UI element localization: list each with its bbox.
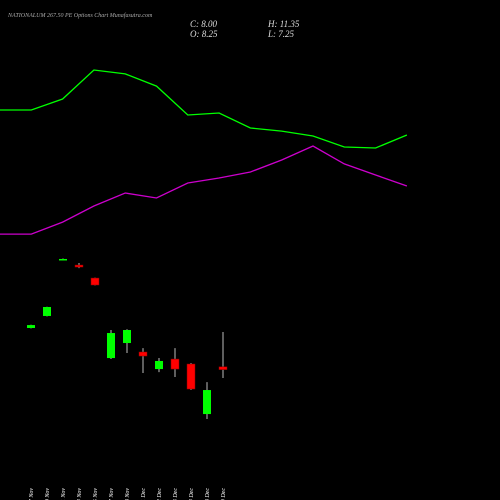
x-tick-label: 09 Dec — [221, 488, 227, 500]
candle-body — [203, 390, 211, 415]
x-tick-label: 03 Dec — [173, 488, 179, 500]
candle-body — [138, 351, 148, 357]
candle-body — [74, 264, 84, 268]
candle-body — [218, 366, 228, 370]
x-tick-label: 01 Dec — [141, 488, 147, 500]
indicator-line — [0, 69, 408, 149]
x-tick-label: 17 Nov — [29, 488, 35, 500]
x-tick-label: 08 Dec — [205, 488, 211, 500]
candle-body — [43, 307, 51, 316]
x-tick-label: 25 Nov — [93, 488, 99, 500]
candle-body — [107, 333, 115, 359]
x-tick-label: 02 Dec — [157, 488, 163, 500]
chart-title: NATIONALUM 267.50 PE Options Chart Munaf… — [7, 12, 153, 19]
open-label: O: 8.25 — [190, 29, 218, 39]
candle-body — [90, 277, 100, 286]
candle-body — [155, 360, 163, 370]
candle-body — [123, 330, 131, 344]
x-tick-label: 20 Nov — [45, 488, 51, 500]
indicator-line — [0, 145, 408, 235]
candle-body — [27, 325, 35, 328]
x-tick-label: 21 Nov — [61, 488, 67, 500]
x-tick-label: 24 Nov — [76, 488, 83, 500]
high-label: H: 11.35 — [267, 19, 300, 29]
candle-body — [59, 258, 67, 261]
candle-body — [186, 363, 196, 390]
low-label: L: 7.25 — [267, 29, 295, 39]
x-tick-label: 04 Dec — [188, 488, 195, 500]
candle-body — [170, 358, 180, 370]
close-label: C: 8.00 — [190, 19, 218, 29]
x-tick-label: 28 Nov — [125, 488, 131, 500]
x-tick-label: 27 Nov — [109, 488, 115, 500]
